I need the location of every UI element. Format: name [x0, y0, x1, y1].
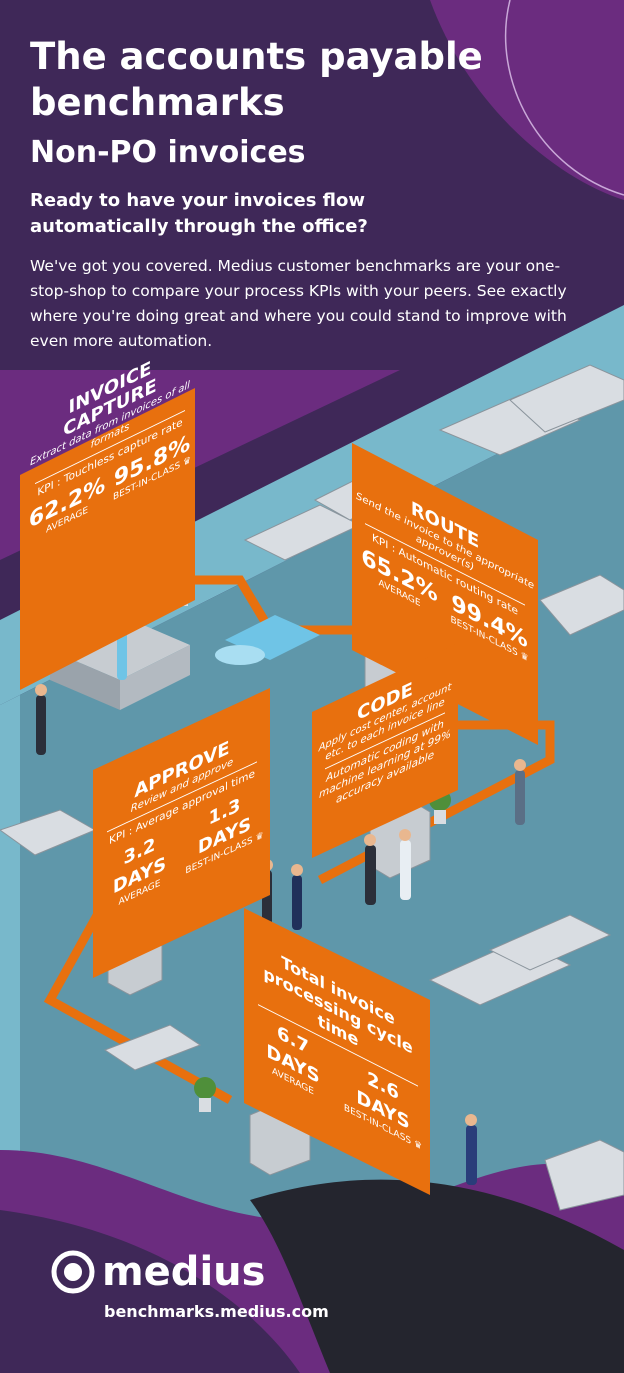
brand-name: medius: [102, 1249, 266, 1295]
swoosh-line: [505, 0, 624, 196]
card-shapes: [20, 388, 538, 1195]
page-subtitle: Non-PO invoices: [30, 135, 306, 170]
medius-logo: medius: [96, 1250, 265, 1294]
purple-swoosh: [430, 0, 624, 200]
medius-logo-icon: [51, 1250, 95, 1294]
sofa: [215, 615, 320, 665]
footer-url[interactable]: benchmarks.medius.com: [104, 1302, 329, 1321]
intro-question: Ready to have your invoices flow automat…: [30, 190, 368, 237]
page-title: The accounts payable benchmarks: [30, 35, 483, 124]
intro-paragraph: We've got you covered. Medius customer b…: [30, 257, 567, 350]
people: [35, 609, 526, 1185]
bottom-wave-dark: [250, 1179, 624, 1373]
